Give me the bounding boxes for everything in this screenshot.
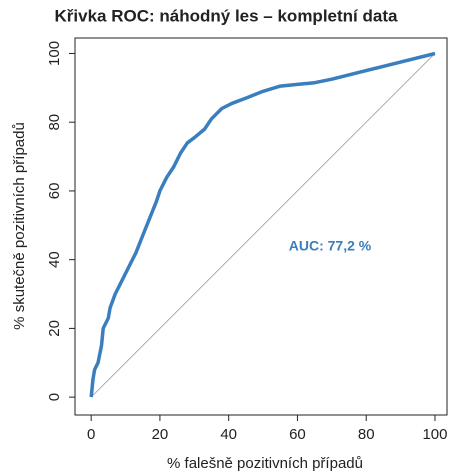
x-tick-label: 80 xyxy=(358,426,375,443)
x-tick-label: 40 xyxy=(220,426,237,443)
x-tick-label: 100 xyxy=(422,426,447,443)
auc-annotation: AUC: 77,2 % xyxy=(289,238,372,254)
x-tick-label: 20 xyxy=(152,426,169,443)
reference-diagonal xyxy=(90,53,436,398)
y-tick-label: 0 xyxy=(46,393,63,401)
y-tick-label: 20 xyxy=(46,320,63,337)
y-tick-label: 60 xyxy=(46,183,63,200)
y-axis-label: % skutečně pozitivních případů xyxy=(11,122,28,330)
y-tick-label: 40 xyxy=(46,251,63,268)
x-tick-label: 0 xyxy=(87,426,95,443)
chart-title: Křivka ROC: náhodný les – kompletní data xyxy=(55,6,398,25)
roc-curve xyxy=(89,51,436,398)
plot-frame xyxy=(74,37,448,416)
x-tick-label: 60 xyxy=(289,426,306,443)
y-tick-label: 80 xyxy=(46,114,63,131)
y-tick-label: 100 xyxy=(46,41,63,66)
x-axis-label: % falešně pozitivních případů xyxy=(167,455,363,472)
